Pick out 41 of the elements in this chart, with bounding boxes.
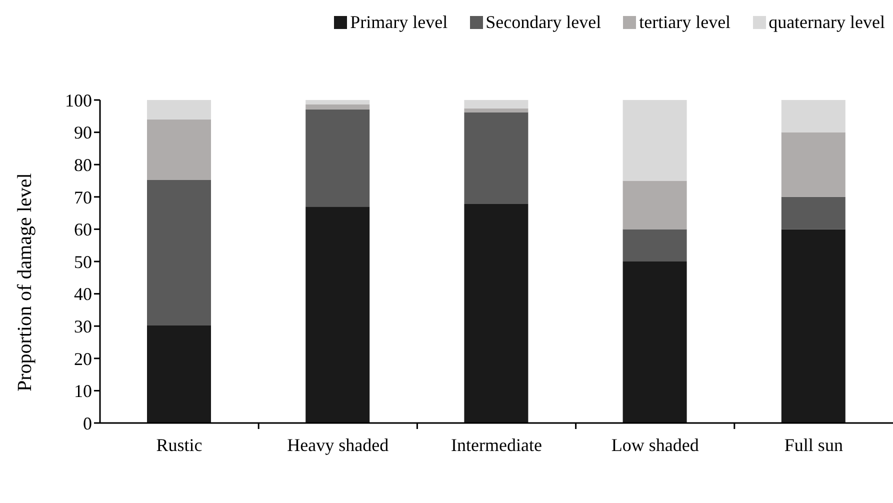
bar xyxy=(622,100,687,181)
bar xyxy=(306,104,370,110)
x-tick-label: Full sun xyxy=(784,435,843,455)
y-axis-title: Proportion of damage level xyxy=(14,172,36,392)
bar xyxy=(306,206,370,423)
bar xyxy=(147,325,211,423)
y-tick-label: 20 xyxy=(74,348,92,369)
y-tick-label: 30 xyxy=(74,316,92,336)
y-tick-label: 70 xyxy=(74,187,92,208)
y-tick-label: 10 xyxy=(74,381,92,402)
bar xyxy=(622,180,687,230)
legend-label: Primary level xyxy=(350,12,448,33)
bar xyxy=(781,132,846,197)
y-tick-label: 0 xyxy=(83,413,92,434)
bar xyxy=(781,100,846,132)
y-tick-label: 90 xyxy=(74,122,92,143)
y-tick-label: 50 xyxy=(74,252,92,272)
bar xyxy=(464,100,528,108)
x-tick-label: Rustic xyxy=(156,435,202,455)
bar xyxy=(464,108,528,112)
bar xyxy=(781,196,846,230)
x-tick-label: Intermediate xyxy=(451,435,542,455)
bar xyxy=(147,180,211,326)
bar xyxy=(147,100,211,120)
bar xyxy=(147,119,211,180)
y-tick-label: 80 xyxy=(74,154,92,175)
y-tick-label: 100 xyxy=(65,90,92,110)
bar xyxy=(622,229,687,262)
legend-label: Secondary level xyxy=(486,12,602,33)
bar xyxy=(781,229,846,423)
bar xyxy=(306,100,370,104)
x-tick-label: Heavy shaded xyxy=(287,435,389,455)
legend-label: tertiary level xyxy=(639,12,731,33)
bar xyxy=(464,204,528,423)
x-tick-label: Low shaded xyxy=(611,435,699,455)
bar xyxy=(622,262,687,423)
bar xyxy=(306,109,370,207)
legend-label: quaternary level xyxy=(768,12,885,33)
y-tick-label: 60 xyxy=(74,220,92,240)
bar xyxy=(464,112,528,204)
y-tick-label: 40 xyxy=(74,284,92,304)
